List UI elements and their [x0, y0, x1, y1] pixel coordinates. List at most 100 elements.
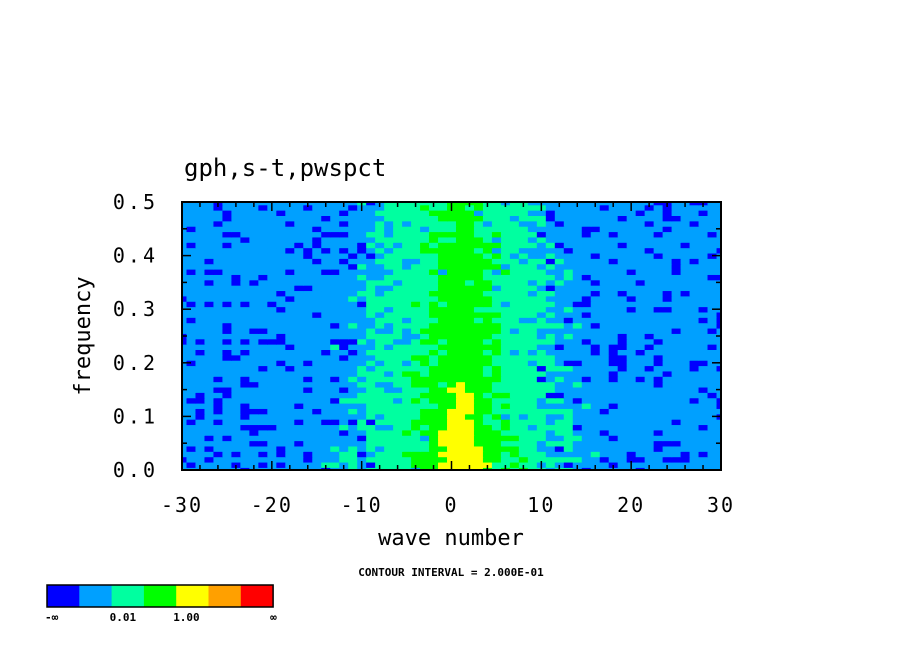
heatmap-cell — [240, 386, 250, 393]
heatmap-cell — [375, 290, 385, 297]
heatmap-cell — [563, 274, 574, 281]
heatmap-cell — [680, 210, 691, 216]
heatmap-cell — [303, 274, 313, 281]
heatmap-cell — [536, 397, 547, 404]
heatmap-cell — [671, 306, 682, 313]
heatmap-cell — [545, 408, 556, 415]
heatmap-cell — [635, 338, 646, 345]
heatmap-cell — [339, 370, 349, 377]
heatmap-cell — [339, 344, 349, 350]
heatmap-cell — [182, 424, 188, 431]
heatmap-cell — [330, 456, 340, 463]
heatmap-cell — [312, 252, 322, 259]
heatmap-cell — [653, 327, 664, 334]
heatmap-cell — [249, 226, 259, 233]
heatmap-cell — [258, 360, 268, 367]
heatmap-cell — [267, 349, 277, 356]
heatmap-cell — [455, 461, 466, 468]
heatmap-cell — [500, 360, 511, 367]
heatmap-cell — [698, 403, 709, 409]
heatmap-cell — [518, 360, 529, 367]
heatmap-cell — [716, 231, 721, 238]
heatmap-cell — [330, 424, 340, 431]
heatmap-cell — [231, 210, 241, 216]
heatmap-cell — [312, 376, 322, 383]
heatmap-cell — [186, 327, 197, 334]
heatmap-cell — [563, 408, 574, 415]
heatmap-cell — [393, 279, 403, 286]
heatmap-cell — [698, 354, 709, 361]
heatmap-cell — [393, 403, 403, 409]
heatmap-cell — [312, 403, 322, 409]
heatmap-cell — [312, 392, 322, 399]
heatmap-cell — [491, 413, 502, 420]
heatmap-cell — [276, 413, 286, 420]
heatmap-cell — [258, 317, 268, 324]
heatmap-cell — [182, 445, 188, 452]
heatmap-cell — [662, 242, 673, 249]
heatmap-cell — [186, 440, 197, 447]
heatmap-cell — [429, 376, 439, 383]
heatmap-cell — [267, 403, 277, 409]
heatmap-cell — [635, 231, 646, 238]
heatmap-cell — [285, 247, 295, 254]
heatmap-cell — [303, 344, 313, 350]
heatmap-cell — [635, 306, 646, 313]
heatmap-cell — [500, 429, 511, 436]
heatmap-cell — [330, 403, 340, 409]
heatmap-cell — [635, 258, 646, 265]
heatmap-cell — [375, 333, 385, 340]
heatmap-cell — [680, 376, 691, 383]
heatmap-cell — [375, 376, 385, 383]
heatmap-cell — [473, 220, 484, 227]
heatmap-cell — [554, 204, 565, 211]
heatmap-cell — [689, 252, 700, 259]
heatmap-cell — [698, 445, 709, 452]
heatmap-cell — [644, 365, 655, 372]
heatmap-cell — [447, 242, 457, 249]
heatmap-cell — [635, 285, 646, 292]
heatmap-cell — [420, 370, 430, 377]
heatmap-cell — [393, 397, 403, 404]
heatmap-cell — [258, 301, 268, 308]
heatmap-cell — [473, 274, 484, 281]
heatmap-cell — [698, 327, 709, 334]
heatmap-cell — [581, 204, 592, 211]
heatmap-cell — [231, 408, 241, 415]
heatmap-cell — [222, 360, 233, 367]
heatmap-cell — [464, 210, 475, 216]
heatmap-cell — [447, 370, 457, 377]
heatmap-cell — [671, 231, 682, 238]
heatmap-cell — [213, 338, 224, 345]
heatmap-cell — [249, 424, 259, 431]
heatmap-cell — [240, 285, 250, 292]
heatmap-cell — [554, 461, 565, 468]
heatmap-cell — [671, 311, 682, 318]
heatmap-cell — [644, 301, 655, 308]
heatmap-cell — [303, 210, 313, 216]
heatmap-cell — [554, 397, 565, 404]
heatmap-cell — [384, 365, 394, 372]
heatmap-cell — [671, 301, 682, 308]
heatmap-cell — [563, 252, 574, 259]
x-tick-label: 10 — [527, 493, 555, 517]
heatmap-cell — [222, 322, 233, 329]
heatmap-cell — [617, 252, 628, 259]
heatmap-cell — [509, 202, 520, 206]
heatmap-cell — [375, 311, 385, 318]
heatmap-cell — [285, 376, 295, 383]
heatmap-cell — [384, 392, 394, 399]
heatmap-cell — [213, 408, 224, 415]
heatmap-cell — [473, 386, 484, 393]
heatmap-cell — [680, 435, 691, 442]
heatmap-cell — [653, 285, 664, 292]
heatmap-cell — [698, 242, 709, 249]
heatmap-cell — [366, 242, 376, 249]
heatmap-cell — [240, 429, 250, 436]
heatmap-cell — [554, 376, 565, 383]
heatmap-cell — [375, 306, 385, 313]
heatmap-cell — [375, 456, 385, 463]
heatmap-cell — [303, 252, 313, 259]
heatmap-cell — [707, 327, 718, 334]
heatmap-cell — [267, 226, 277, 233]
